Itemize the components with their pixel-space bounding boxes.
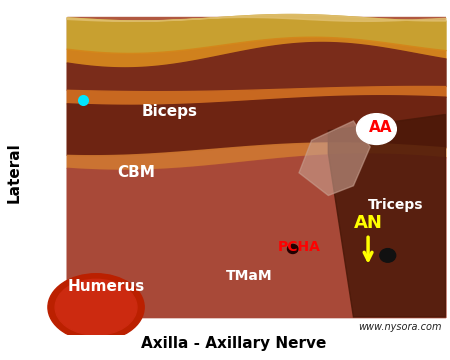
Ellipse shape [288, 244, 298, 253]
Text: AA: AA [369, 120, 392, 135]
Text: Humerus: Humerus [68, 279, 145, 294]
Text: Lateral: Lateral [7, 143, 22, 203]
Polygon shape [328, 114, 446, 317]
Text: PCHA: PCHA [278, 240, 320, 254]
Polygon shape [299, 121, 370, 195]
Text: www.nysora.com: www.nysora.com [358, 322, 441, 332]
Text: CBM: CBM [117, 165, 155, 180]
Ellipse shape [48, 274, 144, 341]
Ellipse shape [55, 279, 137, 335]
Text: TMaM: TMaM [225, 270, 272, 283]
Text: Axilla - Axillary Nerve: Axilla - Axillary Nerve [141, 336, 327, 351]
Text: Biceps: Biceps [141, 104, 197, 119]
Text: Triceps: Triceps [368, 198, 423, 212]
Ellipse shape [356, 114, 396, 144]
Ellipse shape [380, 249, 396, 262]
Text: AN: AN [354, 214, 382, 232]
